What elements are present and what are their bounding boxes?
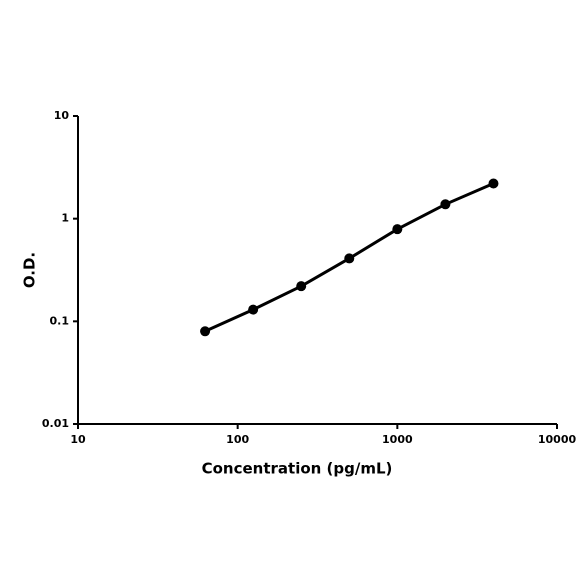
- data-point: [344, 253, 355, 264]
- y-tick-label: 0.1: [50, 314, 70, 327]
- x-tick-label: 10000: [538, 433, 577, 446]
- x-tick-label: 100: [226, 433, 249, 446]
- y-tick-label: 1: [61, 212, 69, 225]
- y-axis-label: O.D.: [21, 252, 39, 288]
- data-point: [392, 224, 403, 235]
- x-tick-label: 1000: [382, 433, 413, 446]
- data-point: [248, 304, 259, 315]
- x-tick-label: 10: [70, 433, 86, 446]
- y-tick-label: 10: [54, 109, 70, 122]
- data-point: [488, 178, 499, 189]
- data-point: [440, 199, 451, 210]
- x-axis-label: Concentration (pg/mL): [202, 460, 393, 478]
- data-point: [200, 326, 211, 337]
- data-point: [296, 281, 307, 292]
- y-tick-label: 0.01: [42, 417, 69, 430]
